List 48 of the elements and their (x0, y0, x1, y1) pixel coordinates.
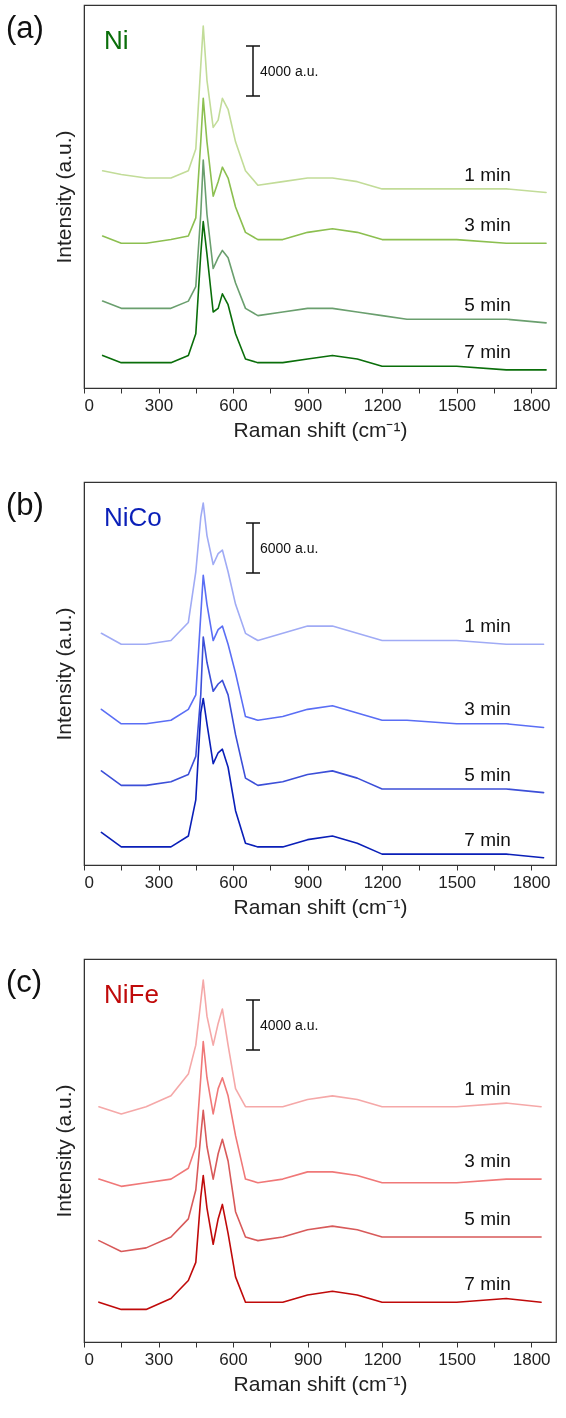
series-label: 5 min (464, 1208, 511, 1230)
chart-subtitle: NiFe (104, 979, 159, 1009)
x-tick-label: 0 (84, 872, 94, 892)
series-label: 7 min (464, 1273, 511, 1295)
x-tick-label: 900 (293, 872, 323, 892)
chart-subtitle: Ni (104, 25, 129, 55)
x-tick-label: 1800 (512, 872, 551, 892)
series-label: 5 min (464, 763, 511, 785)
chart-title: (b) (6, 487, 44, 522)
x-tick-label: 1800 (512, 395, 551, 415)
x-tick-label: 0 (84, 395, 94, 415)
series-label: 5 min (464, 293, 511, 315)
annotation: 4000 a.u. (260, 1017, 319, 1033)
x-tick-label: 0 (84, 1349, 94, 1369)
x-axis-title: Raman shift (cm⁻¹) (233, 894, 408, 918)
x-tick-label: 900 (293, 395, 323, 415)
series-label: 7 min (464, 828, 511, 850)
x-tick-label: 1200 (363, 395, 402, 415)
x-tick-label: 1500 (438, 872, 477, 892)
x-tick-label: 1800 (512, 1349, 551, 1369)
series-label: 3 min (464, 214, 511, 236)
series-label: 1 min (464, 163, 511, 185)
x-tick-label: 1500 (438, 1349, 477, 1369)
series-label: 1 min (464, 615, 511, 637)
x-tick-label: 300 (144, 395, 174, 415)
series-label: 3 min (464, 698, 511, 720)
x-axis-title: Raman shift (cm⁻¹) (233, 417, 408, 441)
x-tick-label: 1200 (363, 872, 402, 892)
x-tick-label: 300 (144, 872, 174, 892)
x-tick-label: 600 (219, 395, 248, 415)
x-tick-label: 600 (219, 872, 248, 892)
chart-title: (a) (6, 10, 44, 45)
series-label: 1 min (464, 1077, 511, 1099)
x-tick-label: 1200 (363, 1349, 402, 1369)
y-axis-title: Intensity (a.u.) (51, 607, 75, 741)
y-axis-title: Intensity (a.u.) (51, 130, 75, 264)
x-axis-title: Raman shift (cm⁻¹) (233, 1371, 408, 1395)
chart-subtitle: NiCo (104, 502, 162, 532)
annotation: 4000 a.u. (260, 63, 319, 79)
series-label: 3 min (464, 1150, 511, 1172)
x-tick-label: 900 (293, 1349, 323, 1369)
y-axis-title: Intensity (a.u.) (51, 1084, 75, 1218)
x-tick-label: 300 (144, 1349, 174, 1369)
chart-title: (c) (6, 964, 43, 999)
x-tick-label: 1500 (438, 395, 477, 415)
series-label: 7 min (464, 340, 511, 362)
annotation: 6000 a.u. (260, 540, 319, 556)
x-tick-label: 600 (219, 1349, 248, 1369)
